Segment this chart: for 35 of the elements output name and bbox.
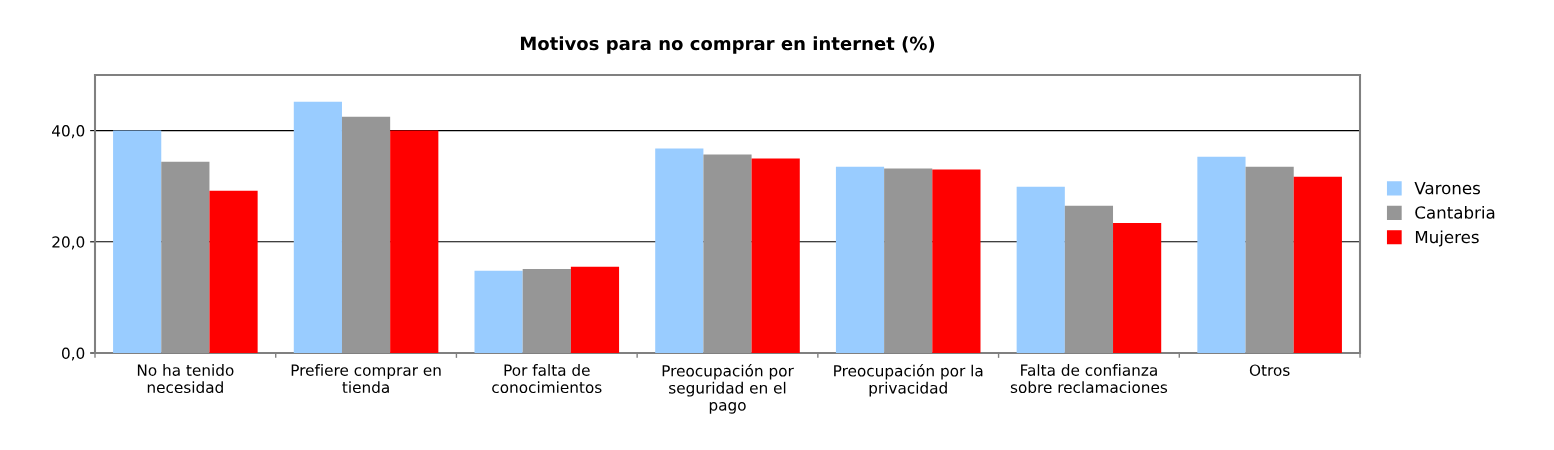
bar bbox=[209, 190, 258, 353]
legend-label: Mujeres bbox=[1415, 230, 1479, 247]
bar bbox=[1245, 166, 1294, 353]
bar bbox=[1064, 205, 1114, 353]
y-tick-label: 40,0 bbox=[52, 125, 85, 139]
y-tick-label: 20,0 bbox=[52, 236, 85, 250]
bar bbox=[474, 270, 523, 353]
bar bbox=[1113, 222, 1162, 353]
x-tick-label: No ha tenido necesidad bbox=[137, 364, 234, 394]
bar bbox=[1293, 176, 1342, 353]
bar bbox=[570, 266, 620, 353]
legend-label: Varones bbox=[1414, 181, 1480, 195]
bar bbox=[932, 169, 981, 353]
bar bbox=[113, 130, 162, 353]
x-tick-label: Preocupación por seguridad en el pago bbox=[662, 364, 794, 414]
bar bbox=[1016, 186, 1065, 353]
bar bbox=[293, 101, 342, 353]
bar bbox=[884, 168, 933, 353]
bar bbox=[751, 158, 800, 353]
bar bbox=[655, 148, 704, 353]
bar bbox=[341, 116, 391, 353]
bar bbox=[835, 166, 885, 353]
x-tick-label: Prefiere comprar en tienda bbox=[291, 364, 441, 394]
y-tick-label: 0,0 bbox=[61, 347, 85, 361]
legend-label: Cantabria bbox=[1415, 205, 1495, 219]
chart-title: Motivos para no comprar en internet (%) bbox=[520, 36, 935, 54]
x-tick-label: Falta de confianza sobre reclamaciones bbox=[1010, 364, 1168, 394]
bar bbox=[1197, 156, 1246, 353]
bar bbox=[522, 269, 571, 353]
bar bbox=[161, 161, 210, 353]
bar bbox=[390, 130, 439, 353]
x-tick-label: Por falta de conocimientos bbox=[492, 364, 602, 394]
x-tick-label: Preocupación por la privacidad bbox=[834, 364, 983, 397]
bar bbox=[703, 154, 752, 353]
x-tick-label: Otros bbox=[1249, 364, 1290, 376]
